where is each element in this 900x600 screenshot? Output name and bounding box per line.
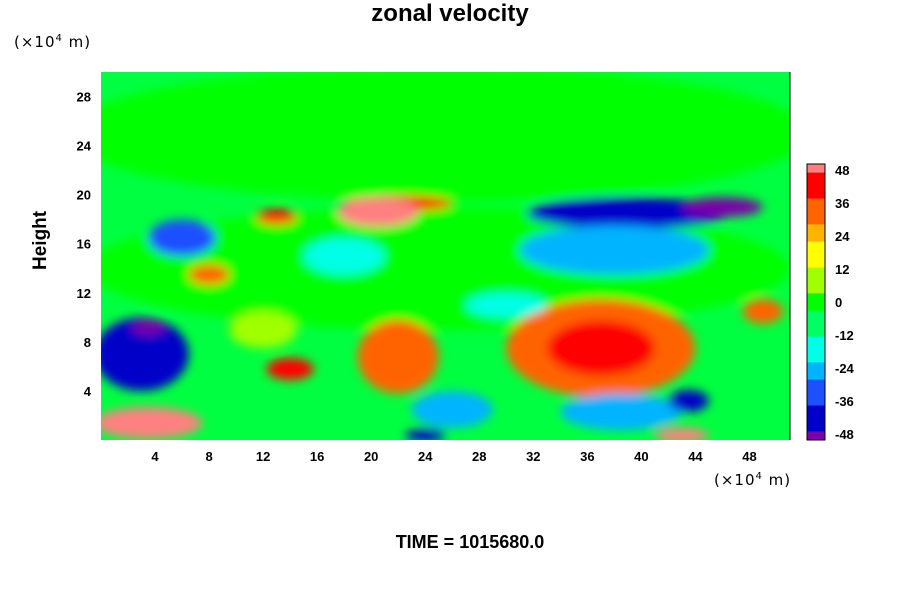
y-tick-label: 8 [84,335,91,350]
x-tick-label: 44 [688,449,703,464]
colorbar-tick-label: -24 [835,361,855,376]
x-tick-label: 32 [526,449,540,464]
colorbar-segment [807,224,825,234]
colorbar-tick-label: -36 [835,394,854,409]
field-region-3 [337,197,419,227]
colorbar-segment [807,181,825,191]
colorbar-segment [807,327,825,337]
colorbar-tick-label: 48 [835,163,849,178]
colorbar-segment [807,276,825,286]
field-region-7 [519,225,709,275]
colorbar-segment [807,172,825,182]
field-region-11 [131,319,166,335]
x-tick-label: 16 [310,449,324,464]
field-region-21 [404,428,446,440]
colorbar-segment [807,414,825,424]
x-tick-label: 12 [256,449,270,464]
colorbar-segment [807,319,825,329]
x-tick-label: 48 [742,449,756,464]
field-region-6 [681,197,763,217]
x-tick-label: 28 [472,449,486,464]
field-region-8 [148,219,216,256]
x-tick-label: 20 [364,449,378,464]
colorbar-tick-label: 24 [835,229,850,244]
x-tick-label: 40 [634,449,648,464]
x-tick-label: 36 [580,449,594,464]
colorbar-segment [807,233,825,243]
field-region-4 [256,209,297,225]
colorbar-segment [807,267,825,277]
colorbar-segment [807,353,825,363]
colorbar-tick-label: -48 [835,427,854,442]
colorbar-segment [807,422,825,432]
colorbar-segment [807,310,825,320]
colorbar-tick-label: -12 [835,328,854,343]
field-region-17 [654,427,709,440]
x-tick-label: 4 [151,449,159,464]
field-region-16 [101,406,203,439]
colorbar-segment [807,284,825,294]
colorbar-segment [807,345,825,355]
field-region-18 [411,390,493,428]
x-unit-label: (×104 m) [714,471,792,489]
colorbar-segment [807,388,825,398]
field-region-25 [303,237,385,275]
colorbar-segment [807,207,825,217]
colorbar-segment [807,215,825,225]
field-region-5 [526,197,730,230]
field-region-14 [546,320,655,376]
colorbar-segment [807,379,825,389]
colorbar-segment [807,371,825,381]
colorbar-segment [807,250,825,260]
field-region-0 [101,72,790,201]
colorbar-segment [807,293,825,303]
chart-title: zonal velocity [371,0,529,27]
colorbar-tick-label: 36 [835,196,849,211]
field-region-12 [357,319,439,394]
y-tick-label: 20 [77,188,91,203]
colorbar-segment [807,302,825,312]
y-tick-label: 24 [77,139,92,154]
y-tick-label: 4 [84,384,92,399]
colorbar-segment [807,198,825,208]
field-region-20 [668,389,709,412]
field-region-9 [188,264,230,285]
field-region-24 [465,292,547,318]
field-region-15 [266,357,314,380]
y-tick-label: 28 [77,90,91,105]
colorbar-segment [807,405,825,415]
field-region-10 [101,317,189,391]
y-unit-label: (×104 m) [14,33,92,51]
colorbar-segment [807,396,825,406]
y-tick-label: 12 [77,286,91,301]
colorbar-segment [807,164,825,174]
colorbar-segment [807,189,825,199]
colorbar-segment [807,241,825,251]
field-region-22 [229,311,297,348]
colorbar-segment [807,258,825,268]
x-tick-label: 8 [205,449,212,464]
colorbar-tick-label: 12 [835,262,849,277]
y-tick-label: 16 [77,237,91,252]
colorbar-tick-label: 0 [835,295,842,310]
colorbar-border [806,163,826,441]
field-region-19 [560,393,682,431]
colorbar-segment [807,431,825,441]
colorbar-segment [807,336,825,346]
time-label: TIME = 1015680.0 [395,532,545,552]
colorbar-segment [807,362,825,372]
x-tick-label: 24 [418,449,433,464]
field-region-23 [742,298,784,324]
